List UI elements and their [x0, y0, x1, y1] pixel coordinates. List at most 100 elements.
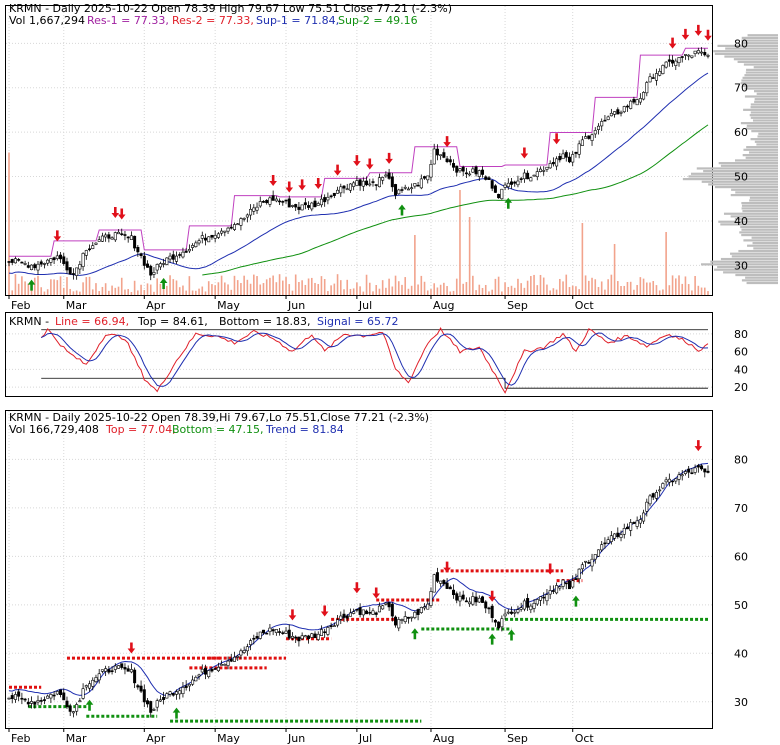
- sr-candle-body: [706, 470, 710, 473]
- volume-bar: [439, 284, 442, 295]
- volume-bar: [227, 284, 229, 295]
- y-tick-80: 80: [734, 37, 748, 50]
- sr-candle-body: [242, 650, 246, 653]
- sr-x-axis: Feb Mar Apr May Jun Jul Aug Sep Oct: [8, 728, 594, 745]
- sr-candle-body: [667, 478, 671, 483]
- sr-candle-body: [213, 668, 217, 670]
- volume-bar: [282, 280, 284, 295]
- sr-candles: [7, 463, 710, 718]
- candle-body: [400, 189, 404, 191]
- volume-bar: [491, 289, 493, 295]
- volume-bar: [269, 277, 271, 295]
- volume-bar: [617, 281, 619, 295]
- profile-bar: [737, 60, 778, 63]
- profile-bar: [750, 138, 778, 141]
- volume-bar: [201, 286, 204, 295]
- candle-body: [406, 188, 410, 191]
- profile-bar: [714, 52, 778, 55]
- volume-bar: [124, 289, 126, 295]
- y-tick-60: 60: [734, 126, 748, 139]
- sr-x-tick-Mar: Mar: [66, 732, 87, 745]
- profile-bar: [724, 55, 778, 58]
- candle-body: [332, 192, 336, 196]
- volume-bar: [691, 290, 693, 295]
- sr-candle-body: [361, 609, 365, 616]
- sr-candle-body: [603, 542, 607, 545]
- candle-body: [493, 185, 497, 193]
- sr-candle-body: [220, 664, 224, 666]
- candle-body: [55, 255, 59, 259]
- profile-bar: [725, 47, 778, 50]
- volume-bar: [684, 276, 687, 295]
- profile-bar: [741, 79, 778, 82]
- oscillator-grid: [6, 333, 712, 388]
- sell-arrow: [53, 230, 62, 242]
- candle-body: [91, 245, 95, 249]
- volume-bar: [272, 275, 274, 295]
- sr-candle-body: [352, 611, 356, 614]
- volume-bar: [478, 284, 481, 295]
- candle-body: [26, 265, 30, 268]
- profile-bar: [701, 180, 778, 183]
- profile-bar: [752, 241, 778, 245]
- profile-bar: [754, 100, 778, 103]
- candle-body: [97, 239, 101, 242]
- profile-bar: [740, 82, 778, 85]
- sr-candle-body: [94, 677, 98, 682]
- sr-candle-body: [426, 603, 430, 610]
- candle-body: [307, 205, 311, 208]
- price-panel-frame: [5, 5, 713, 296]
- candle-body: [30, 264, 34, 271]
- sr-candle-body: [300, 635, 304, 640]
- volume-bar: [662, 289, 664, 295]
- volume-bar: [291, 290, 294, 295]
- sr-y-tick-40: 40: [734, 647, 748, 660]
- y-tick-30: 30: [734, 259, 748, 272]
- sr-candle-body: [297, 636, 301, 642]
- volume-bar: [317, 284, 320, 295]
- candle-body: [490, 180, 494, 189]
- sr-candle-body: [432, 574, 436, 593]
- sr-candle-body: [348, 612, 352, 617]
- volume-bar: [591, 277, 593, 295]
- volume-bar: [697, 285, 700, 295]
- profile-bar: [743, 148, 778, 151]
- profile-bar: [682, 178, 778, 181]
- sr-candle-body: [394, 616, 398, 626]
- sr-candle-body: [651, 493, 655, 498]
- sr-candle-body: [587, 561, 591, 564]
- candle-body: [419, 178, 423, 189]
- volume-bar: [217, 282, 220, 295]
- sr-candle-body: [522, 600, 526, 610]
- sr-candle-body: [290, 636, 294, 639]
- volume-bar: [285, 277, 287, 295]
- candle-body: [600, 121, 604, 127]
- candle-body: [323, 197, 327, 203]
- candle-body: [374, 184, 378, 186]
- candle-body: [42, 263, 46, 265]
- volume-bar: [224, 282, 226, 295]
- sr-candle-body: [481, 596, 485, 603]
- sr-candle-body: [294, 636, 298, 639]
- volume-bar: [565, 274, 568, 295]
- candle-body: [397, 189, 401, 195]
- sr-sell-arrow: [127, 642, 136, 654]
- volume-bar: [59, 276, 62, 295]
- candle-body: [310, 202, 314, 210]
- profile-bar: [718, 220, 778, 223]
- candle-body: [477, 170, 481, 177]
- sr-candle-body: [442, 580, 446, 585]
- volume-bar: [21, 276, 23, 295]
- sr-candle-body: [216, 667, 220, 672]
- y-tick-70: 70: [734, 82, 748, 95]
- sr-candle-body: [158, 699, 162, 702]
- volume-bar: [17, 283, 20, 295]
- candle-body: [590, 134, 594, 141]
- candle-body: [117, 231, 121, 235]
- candle-body: [249, 208, 253, 216]
- sr-y-tick-30: 30: [734, 696, 748, 709]
- candle-body: [700, 51, 704, 54]
- profile-bar: [708, 183, 778, 186]
- sr-candle-body: [406, 616, 410, 619]
- sr-candle-body: [445, 582, 449, 589]
